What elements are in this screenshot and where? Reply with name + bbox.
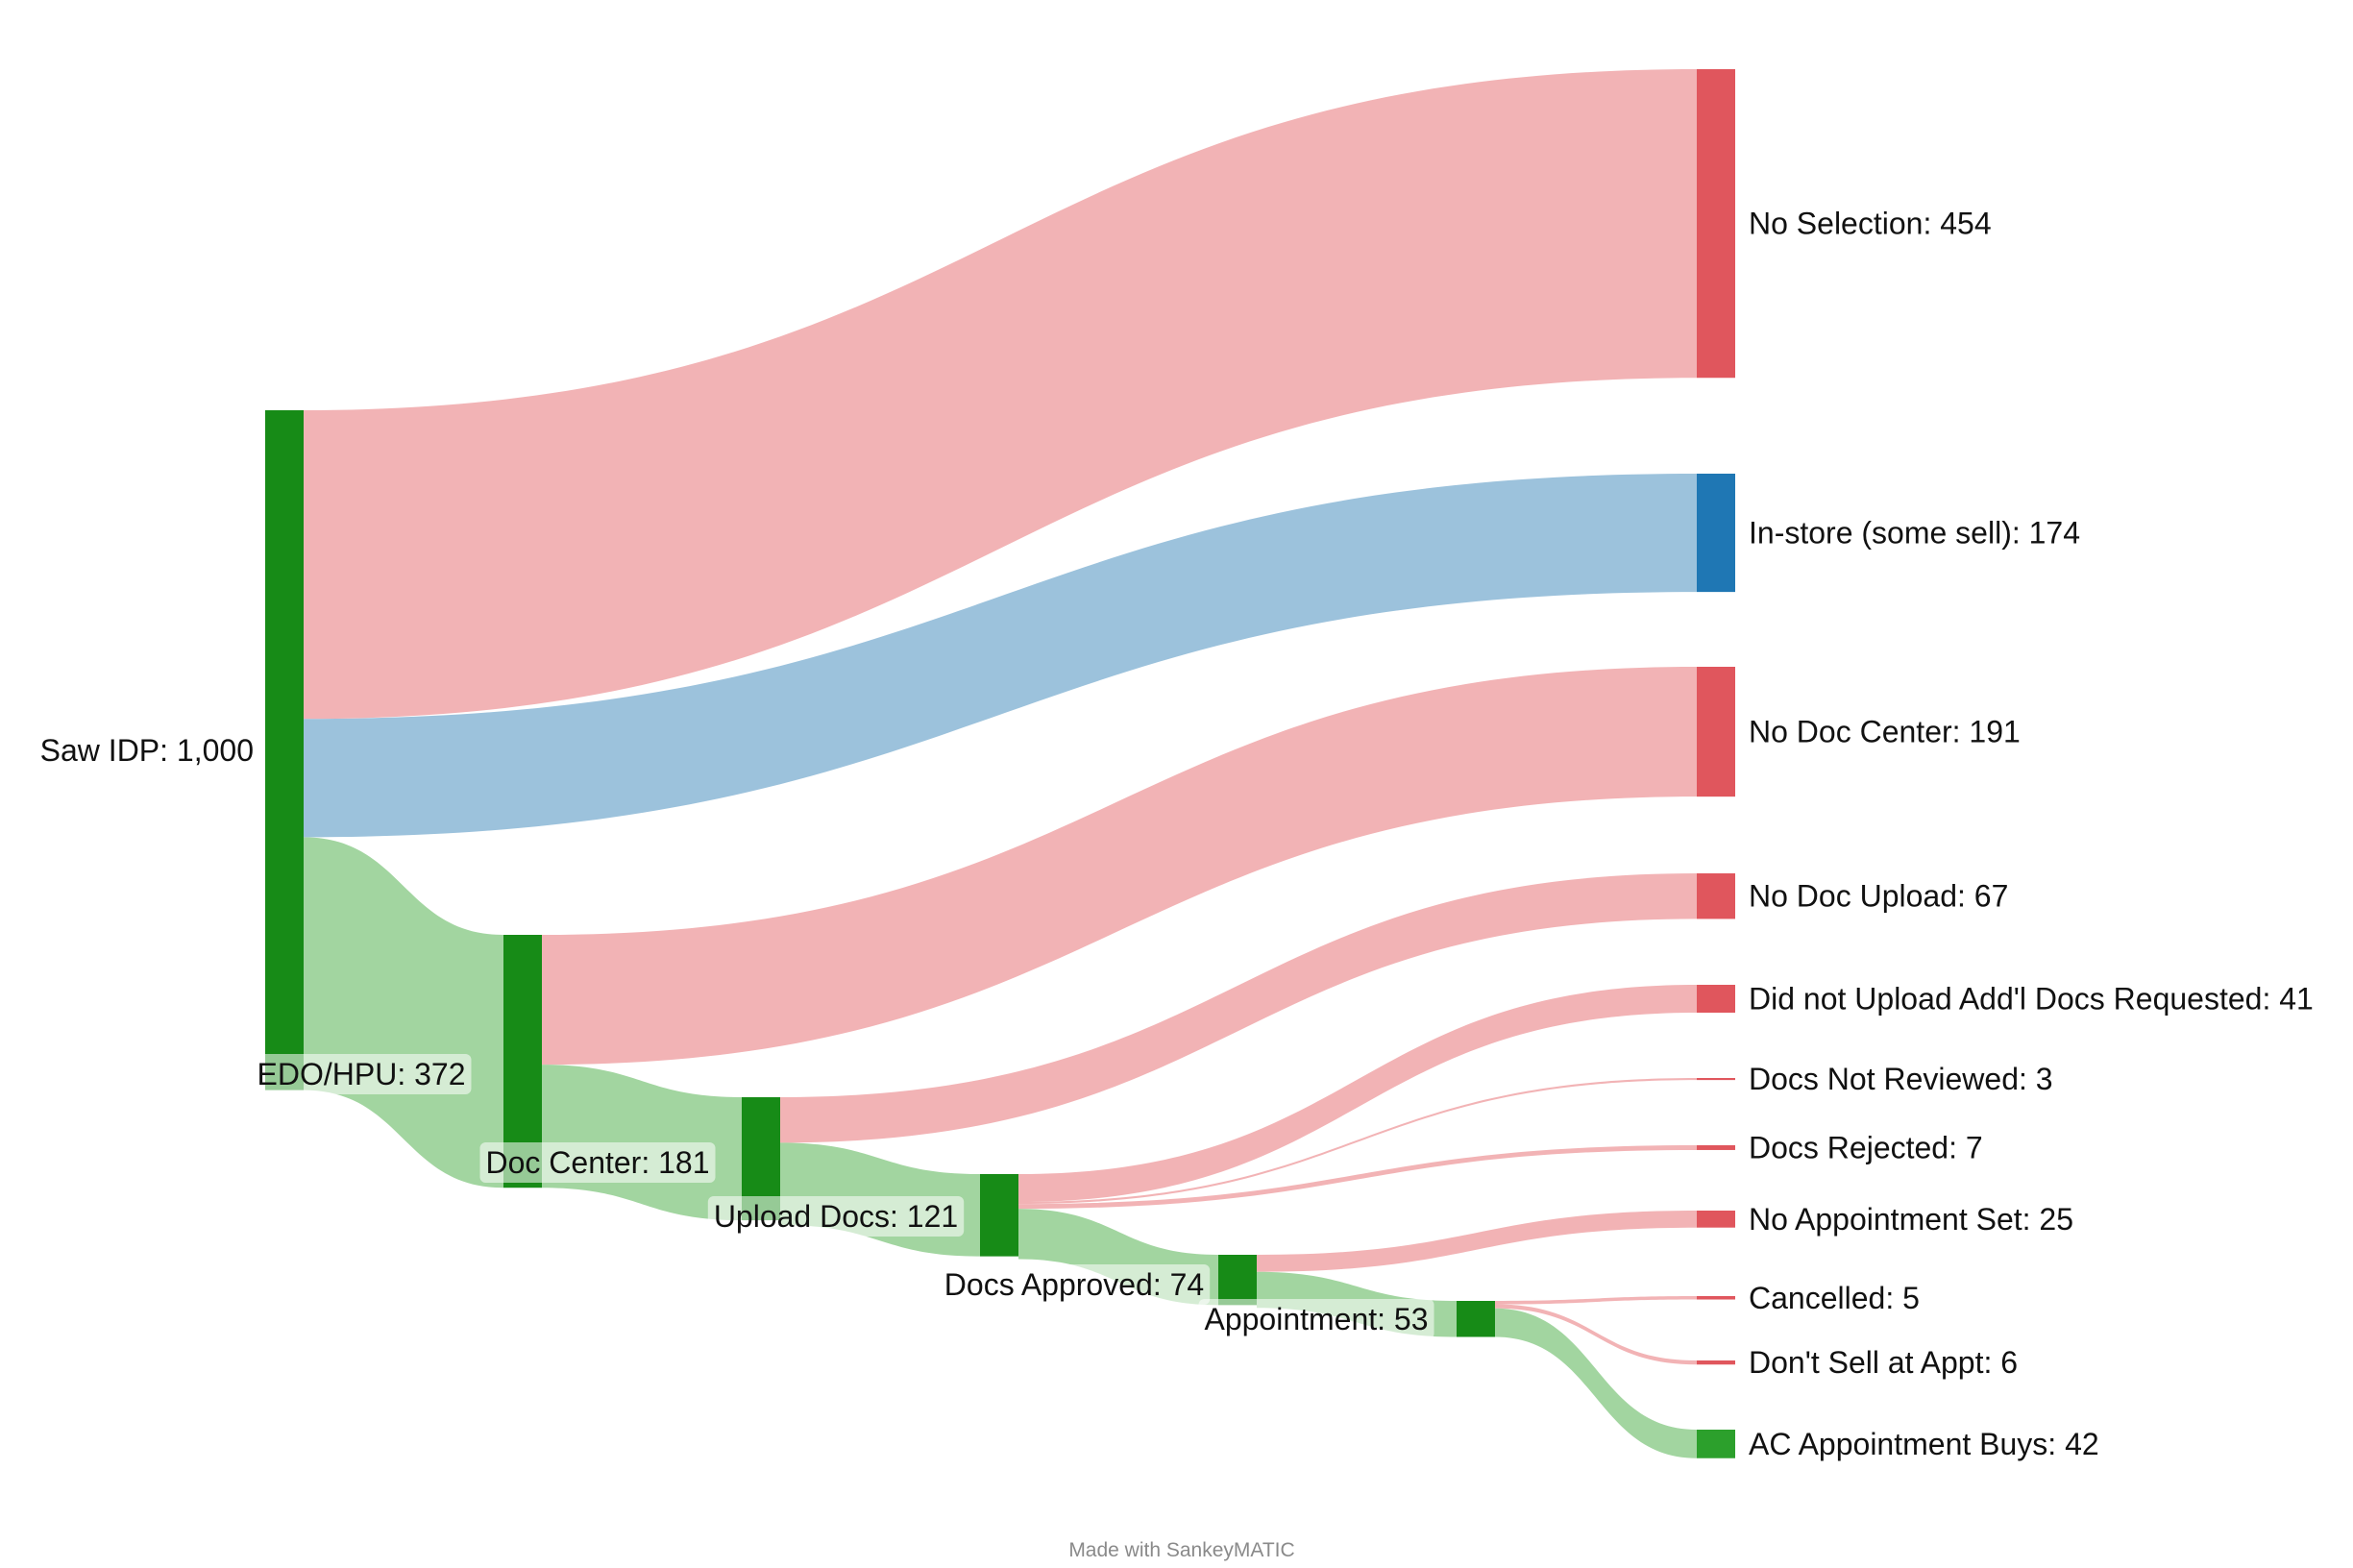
node-docs_rejected (1697, 1145, 1735, 1150)
label-background-upload_docs (707, 1196, 965, 1237)
label-ac_buys: AC Appointment Buys: 42 (1749, 1427, 2099, 1461)
flow-upload_docs-to-docs_rejected (1018, 1145, 1697, 1210)
flow-saw_idp-to-no_selection (304, 69, 1697, 720)
node-saw_idp (265, 410, 304, 1090)
label-no_appointment_set: No Appointment Set: 25 (1749, 1202, 2073, 1237)
label-doc_center: Doc Center: 181 (485, 1145, 709, 1180)
node-docs_approved (1218, 1255, 1257, 1306)
label-background-doc_center (479, 1142, 716, 1183)
flow-appointment-to-ac_buys (1495, 1308, 1697, 1458)
node-did_not_upload (1697, 985, 1735, 1014)
node-no_selection (1697, 69, 1735, 379)
node-dont_sell (1697, 1360, 1735, 1365)
label-saw_idp: Saw IDP: 1,000 (40, 733, 254, 768)
label-background-appointment (1198, 1299, 1434, 1339)
label-in_store: In-store (some sell): 174 (1749, 516, 2080, 551)
flow-saw_idp-to-edo_hpu (304, 837, 503, 1188)
label-no_doc_upload: No Doc Upload: 67 (1749, 879, 2008, 914)
node-appointment (1457, 1301, 1495, 1337)
node-upload_docs (980, 1174, 1018, 1257)
label-did_not_upload: Did not Upload Add'l Docs Requested: 41 (1749, 982, 2314, 1017)
flow-docs_approved-to-no_appointment_set (1257, 1211, 1697, 1272)
label-background-edo_hpu (251, 1054, 472, 1094)
node-labels: Saw IDP: 1,000 EDO/HPU: 372 Doc Center: 18… (40, 207, 2314, 1461)
label-dont_sell: Don't Sell at Appt: 6 (1749, 1345, 2018, 1380)
flow-edo_hpu-to-no_doc_center (542, 667, 1697, 1066)
label-docs_not_reviewed: Docs Not Reviewed: 3 (1749, 1062, 2053, 1096)
flow-upload_docs-to-did_not_upload (1018, 985, 1697, 1203)
label-edo_hpu: EDO/HPU: 372 (257, 1057, 466, 1091)
label-upload_docs: Upload Docs: 121 (714, 1199, 958, 1234)
flow-appointment-to-cancelled (1495, 1296, 1697, 1305)
sankey-nodes (265, 69, 1735, 1458)
node-docs_not_reviewed (1697, 1078, 1735, 1081)
node-no_appointment_set (1697, 1211, 1735, 1228)
label-docs_rejected: Docs Rejected: 7 (1749, 1130, 1983, 1164)
label-no_doc_center: No Doc Center: 191 (1749, 715, 2021, 749)
label-docs_approved: Docs Approved: 74 (944, 1267, 1204, 1302)
label-appointment: Appointment: 53 (1204, 1302, 1428, 1336)
label-background-docs_approved (938, 1264, 1211, 1305)
node-in_store (1697, 474, 1735, 593)
flow-links (304, 69, 1697, 1458)
node-no_doc_center (1697, 667, 1735, 797)
made-with-credit: Made with SankeyMATIC (1068, 1539, 1294, 1561)
flow-upload_docs-to-docs_not_reviewed (1018, 1078, 1697, 1205)
node-no_doc_upload (1697, 873, 1735, 919)
flow-doc_center-to-no_doc_upload (780, 873, 1697, 1143)
flow-saw_idp-to-in_store (304, 474, 1697, 838)
node-cancelled (1697, 1296, 1735, 1300)
label-cancelled: Cancelled: 5 (1749, 1281, 1920, 1315)
label-no_selection: No Selection: 454 (1749, 207, 1992, 241)
node-ac_buys (1697, 1430, 1735, 1458)
flow-appointment-to-dont_sell (1495, 1304, 1697, 1365)
